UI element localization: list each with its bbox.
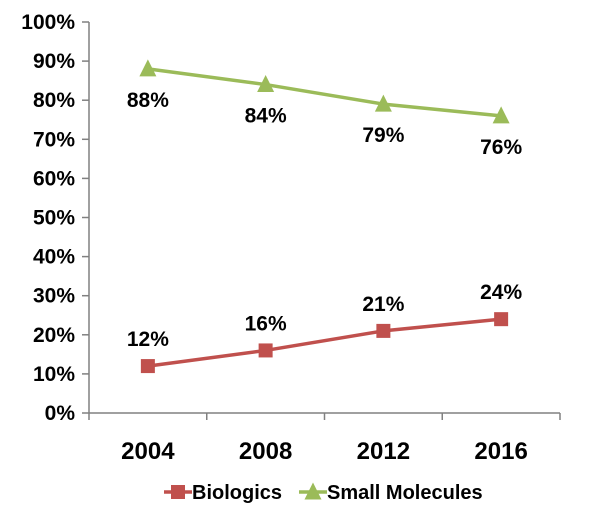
legend-label-small-molecules: Small Molecules: [327, 482, 483, 504]
x-tick-label: 2004: [121, 438, 175, 465]
biologics-point: [376, 323, 391, 338]
axes: [82, 21, 561, 420]
legend-item-small-molecules: Small Molecules: [299, 482, 483, 504]
small-molecules-point: [374, 94, 392, 112]
small-molecules-point: [257, 75, 275, 93]
legend: Biologics Small Molecules: [164, 482, 483, 504]
legend-label-biologics: Biologics: [192, 482, 282, 504]
x-axis-tick-labels: 2004 2008 2012 2016: [121, 438, 528, 465]
y-tick-label: 60%: [33, 167, 75, 190]
y-tick-label: 50%: [33, 207, 75, 230]
small-molecules-data-label: 84%: [245, 105, 287, 128]
y-axis-tick-labels: 0% 10% 20% 30% 40% 50% 60% 70% 80% 90% 100%: [21, 11, 75, 425]
biologics-series-line: [147, 317, 502, 368]
y-tick-label: 20%: [33, 324, 75, 347]
small-molecules-data-label: 79%: [362, 124, 404, 147]
small-molecules-data-label: 88%: [127, 89, 169, 112]
y-tick-label: 40%: [33, 246, 75, 269]
y-tick-label: 10%: [33, 363, 75, 386]
legend-marker-small-molecules: [304, 482, 322, 500]
legend-item-biologics: Biologics: [164, 482, 282, 504]
series: [139, 59, 510, 374]
small-molecules-point: [139, 59, 157, 77]
biologics-data-label: 12%: [127, 328, 169, 351]
small-molecules-data-label: 76%: [480, 136, 522, 159]
biologics-data-label: 16%: [245, 312, 287, 335]
x-tick-label: 2008: [239, 438, 292, 465]
y-tick-label: 30%: [33, 285, 75, 308]
biologics-point: [494, 312, 509, 327]
x-tick-label: 2012: [357, 438, 410, 465]
y-tick-label: 0%: [45, 402, 76, 425]
biologics-point: [140, 359, 155, 374]
y-tick-label: 70%: [33, 128, 75, 151]
data-labels: 12% 16% 21% 24% 88% 84% 79% 76%: [127, 89, 523, 351]
y-tick-label: 80%: [33, 89, 75, 112]
x-tick-label: 2016: [474, 438, 527, 465]
small-molecules-series-line: [147, 67, 502, 118]
small-molecules-point: [492, 106, 510, 124]
y-tick-label: 90%: [33, 50, 75, 73]
biologics-data-label: 24%: [480, 281, 522, 304]
y-tick-label: 100%: [21, 11, 75, 34]
biologics-point: [258, 343, 273, 358]
biologics-data-label: 21%: [362, 293, 404, 316]
legend-marker-biologics: [171, 485, 185, 499]
